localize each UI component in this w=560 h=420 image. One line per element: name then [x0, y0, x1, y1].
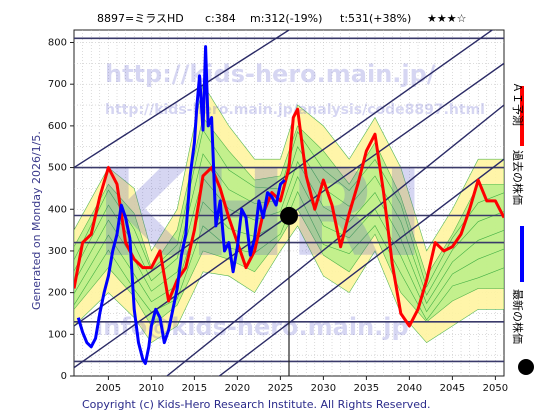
x-tick-label: 2010: [139, 383, 164, 394]
watermark-email: info@kids-hero.main.jp: [95, 313, 409, 341]
legend-ai-label: ＡＩ予測: [511, 82, 525, 126]
x-tick-label: 2030: [311, 383, 336, 394]
header-current: c:384: [205, 12, 236, 25]
header-mid: m:312(-19%): [250, 12, 322, 25]
y-tick-label: 800: [48, 38, 67, 49]
copyright: Copyright (c) Kids-Hero Research Institu…: [82, 398, 431, 411]
x-tick-label: 2035: [354, 383, 379, 394]
x-tick-label: 2040: [397, 383, 422, 394]
header-code: 8897=ミラスHD: [97, 12, 184, 25]
legend: ＡＩ予測 過去の株価 最新の株価: [511, 82, 534, 375]
header-target: t:531(+38%): [340, 12, 411, 25]
y-axis: 0 100 200 300 400 500 600 700 800: [48, 38, 74, 382]
x-tick-label: 2020: [225, 383, 250, 394]
y-tick-label: 0: [61, 371, 67, 382]
x-tick-label: 2025: [268, 383, 293, 394]
y-tick-label: 500: [48, 163, 67, 174]
x-tick-label: 2005: [96, 383, 121, 394]
x-tick-label: 2045: [440, 383, 465, 394]
legend-past-label: 過去の株価: [511, 150, 525, 205]
watermark-khri: KHRI: [95, 145, 425, 284]
header-stars: ★★★☆: [427, 12, 467, 25]
y-tick-label: 300: [48, 246, 67, 257]
x-axis: 2005 2010 2015 2020 2025 2030 2035 2040 2045 2050: [96, 376, 508, 394]
x-tick-label: 2015: [182, 383, 207, 394]
y-tick-label: 700: [48, 79, 67, 90]
plot-area: http://kids-hero.main.jp/ http://kids-he…: [74, 22, 504, 389]
legend-latest-dot: [518, 359, 534, 375]
y-tick-label: 600: [48, 121, 67, 132]
legend-latest-label: 最新の株価: [511, 289, 525, 344]
x-tick-label: 2050: [483, 383, 508, 394]
generated-date: Generated on Monday 2026/1/5.: [30, 131, 43, 310]
y-tick-label: 100: [48, 329, 67, 340]
y-tick-label: 200: [48, 288, 67, 299]
latest-marker: [280, 207, 298, 225]
watermark-url: http://kids-hero.main.jp/: [105, 60, 436, 88]
y-tick-label: 400: [48, 204, 67, 215]
latest-price-dot: [280, 207, 298, 225]
legend-past-swatch: [520, 226, 524, 282]
